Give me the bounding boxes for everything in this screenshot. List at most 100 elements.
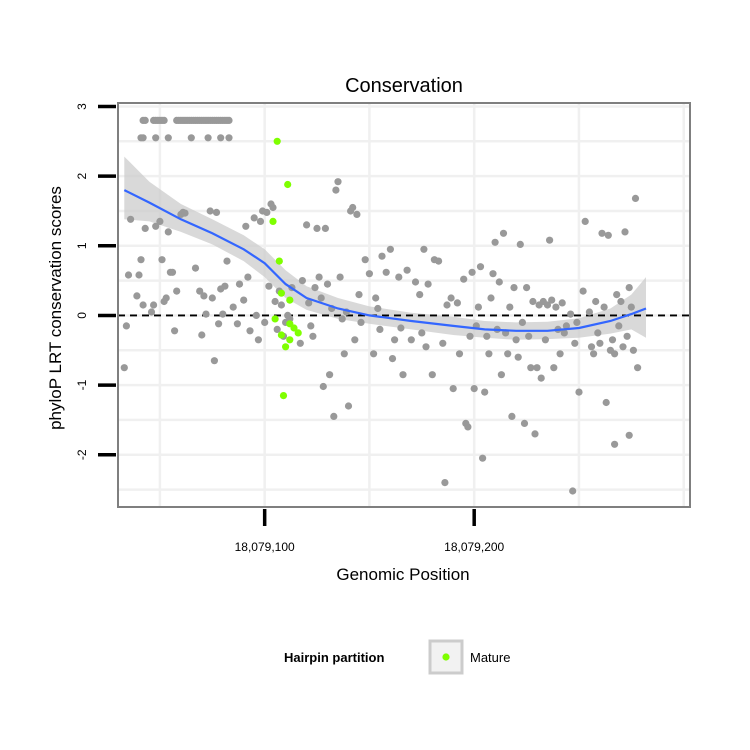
data-point-other (527, 364, 535, 372)
data-point-other (338, 315, 346, 323)
data-point-other (499, 229, 508, 237)
legend-title: Hairpin partition (284, 650, 384, 665)
data-point-other (585, 308, 594, 316)
data-point-other (330, 412, 338, 420)
data-point-other (571, 339, 579, 347)
data-point-other (229, 303, 237, 311)
data-point-other (506, 303, 514, 311)
data-point-other (623, 332, 631, 340)
data-point-other (619, 343, 627, 351)
data-point-other (122, 322, 130, 330)
data-point-other (631, 194, 640, 202)
data-point-other (608, 336, 617, 344)
data-point-other (336, 273, 344, 281)
data-point-other (135, 271, 143, 279)
data-point-other (173, 287, 181, 295)
data-point-other (579, 287, 587, 295)
data-point-other (162, 294, 170, 302)
data-point-other (319, 382, 327, 391)
data-point-other (567, 310, 575, 318)
legend: Hairpin partition Mature (284, 639, 510, 675)
data-point-other (152, 134, 160, 142)
data-point-other (558, 299, 566, 307)
plot-frame (117, 102, 691, 508)
data-point-mature (282, 343, 290, 351)
data-point-other (164, 228, 172, 236)
data-point-mature (273, 137, 281, 145)
data-point-other (139, 134, 147, 142)
y-tick-label: -2 (75, 449, 89, 460)
data-point-other (235, 280, 244, 288)
data-point-other (139, 301, 147, 309)
data-point-other (411, 278, 420, 286)
data-point-other (150, 301, 158, 309)
data-point-other (298, 277, 306, 285)
data-point-other (386, 245, 394, 253)
data-point-other (217, 134, 225, 142)
data-point-other (602, 398, 610, 407)
data-point-mature (271, 315, 279, 323)
data-point-other (215, 320, 223, 328)
data-point-mature (279, 392, 288, 400)
y-axis-title: phyloP LRT conservation scores (46, 186, 65, 430)
data-point-other (533, 364, 541, 372)
data-point-other (196, 287, 204, 295)
data-point-other (634, 364, 642, 372)
smooth-trend-line (123, 189, 647, 332)
data-point-other (424, 280, 432, 288)
data-point-other (590, 350, 598, 358)
data-point-other (158, 256, 166, 264)
x-axis-title: Genomic Position (336, 565, 469, 584)
legend-key-mature-dot (442, 653, 450, 661)
legend-label-mature: Mature (470, 650, 510, 665)
data-point-other (627, 303, 635, 311)
data-point-other (374, 304, 382, 313)
data-point-other (399, 371, 407, 379)
data-point-other (206, 207, 214, 215)
data-point-other (152, 222, 160, 230)
data-point-other (321, 224, 329, 232)
smooth-confidence-ribbon (124, 156, 647, 340)
data-point-other (474, 303, 482, 311)
plot-panel (118, 103, 690, 507)
confidence-ribbon-layer (124, 156, 647, 340)
data-point-other (223, 257, 231, 265)
data-point-other (548, 296, 556, 304)
data-point-other (191, 264, 200, 272)
data-point-other (340, 350, 348, 358)
data-point-other (598, 229, 606, 237)
data-point-other (464, 423, 472, 431)
data-point-other (479, 454, 487, 462)
data-point-other (315, 273, 323, 281)
data-point-mature (269, 217, 277, 225)
data-point-other (313, 224, 321, 232)
data-point-other (470, 385, 478, 393)
data-point-other (361, 256, 369, 264)
data-point-other (372, 294, 380, 302)
data-point-other (246, 327, 254, 335)
data-point-other (225, 134, 233, 142)
data-point-other (382, 268, 390, 276)
data-point-other (164, 134, 172, 142)
data-point-other (453, 299, 461, 307)
data-point-other (198, 331, 206, 339)
data-point-other (250, 214, 258, 222)
data-point-other (581, 217, 589, 225)
data-point-other (435, 257, 443, 265)
data-point-other (508, 412, 516, 420)
data-point-other (512, 336, 520, 344)
data-point-other (428, 371, 436, 379)
data-point-mature (275, 257, 283, 265)
data-point-other (261, 318, 269, 326)
data-point-other (147, 308, 156, 316)
data-point-other (594, 329, 602, 337)
data-point-other (332, 186, 340, 194)
data-point-other (156, 217, 164, 225)
data-point-mature (277, 289, 285, 297)
data-point-other (344, 402, 353, 410)
data-point-other (476, 263, 485, 271)
data-point-other (219, 310, 227, 318)
data-point-other (504, 350, 512, 358)
data-point-other (311, 284, 319, 292)
data-point-other (252, 311, 260, 319)
